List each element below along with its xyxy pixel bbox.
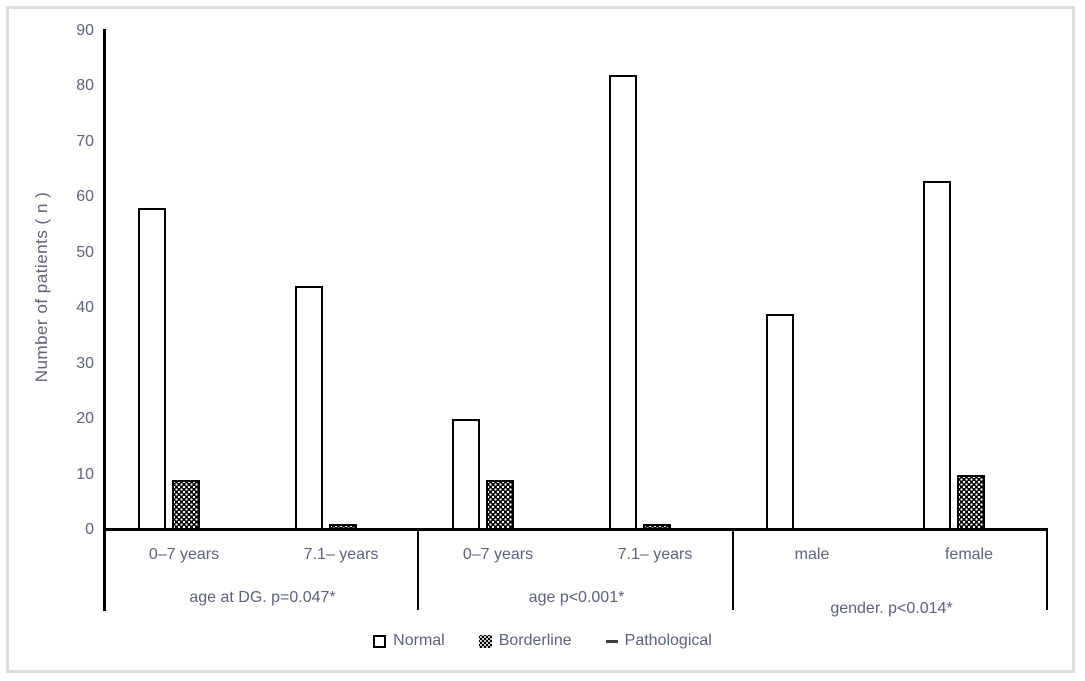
y-tick-label: 90 [76,22,94,39]
bar-normal-1 [295,286,323,530]
bar-normal-2 [452,419,480,530]
y-axis-line [103,29,106,611]
pathological-dash-icon [605,639,618,643]
bar-normal-5 [923,181,951,530]
figure-border [6,6,1075,673]
category-label: female [944,546,994,563]
legend-label-borderline: Borderline [498,632,572,649]
group-label: age at DG. p=0.047* [189,589,336,606]
bar-borderline-5 [957,475,985,530]
category-group-divider [1046,531,1048,610]
y-tick-label: 0 [85,521,94,538]
bar-normal-4 [766,314,794,530]
legend-item-pathological: Pathological [605,632,712,650]
y-tick-label: 80 [76,77,94,95]
bar-borderline-2 [486,480,514,530]
category-group-divider [732,531,734,610]
legend-item-borderline: Borderline [478,632,572,650]
y-tick-label: 50 [76,243,94,261]
legend-item-normal: Normal [373,632,445,650]
y-tick-label: 10 [76,465,94,483]
bar-normal-0 [138,208,166,530]
normal-swatch-icon [373,634,387,648]
y-tick-label: 30 [76,354,94,372]
category-label: 7.1– years [617,546,693,563]
bar-normal-3 [609,75,637,530]
group-label: gender. p<0.014* [830,600,953,617]
category-label: 7.1– years [303,546,379,563]
legend: Normal Borderline Pathological [105,629,980,653]
group-label: age p<0.001* [528,589,625,606]
bar-borderline-0 [172,480,200,530]
legend-label-normal: Normal [393,632,445,649]
legend-label-pathological: Pathological [624,632,712,649]
borderline-swatch-icon [478,634,492,648]
category-label: 0–7 years [148,546,220,563]
category-label: 0–7 years [462,546,534,563]
x-axis-line [103,528,1048,531]
y-tick-label: 60 [76,188,94,206]
category-label: male [794,546,830,563]
y-tick-label: 70 [76,132,94,150]
y-tick-label: 20 [76,410,94,428]
category-group-divider [417,531,419,610]
y-tick-label: 40 [76,299,94,317]
